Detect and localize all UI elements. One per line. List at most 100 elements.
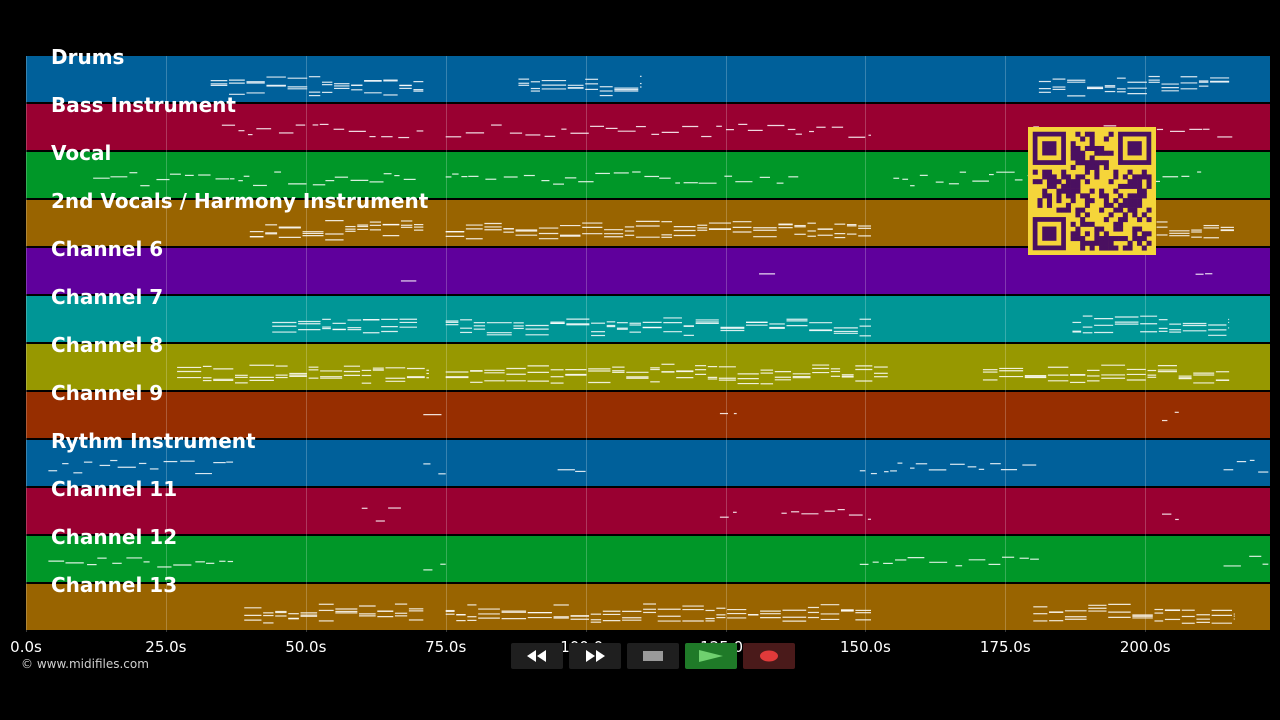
qr-module [1065,174,1071,180]
qr-module [1080,174,1086,180]
qr-module [1080,245,1086,251]
transport-controls [511,643,795,669]
qr-module [1065,188,1071,194]
qr-module [1099,160,1105,166]
qr-module [1122,236,1128,242]
fast-forward-button[interactable] [569,643,621,669]
grid-line [445,56,447,632]
qr-module [1080,155,1086,161]
qr-module [1099,245,1105,251]
qr-module [1089,145,1095,152]
qr-module [1099,226,1105,232]
qr-module [1146,174,1152,180]
qr-module [1061,188,1067,194]
qr-module [1122,198,1128,204]
time-tick-label: 50.0s [285,638,327,656]
track-label: Drums [51,45,125,69]
qr-module [1070,183,1076,189]
grid-line [305,56,307,632]
qr-module [1051,179,1057,185]
qr-module [1141,245,1147,251]
qr-finder [1042,226,1057,241]
qr-module [1075,160,1081,166]
grid-line [165,56,167,632]
qr-module [1080,236,1086,242]
qr-module [1094,145,1100,152]
track-label: Channel 11 [51,477,178,501]
qr-module [1084,131,1090,137]
track-label: Rythm Instrument [51,429,256,453]
qr-module [1089,240,1095,246]
qr-module [1127,202,1133,208]
rewind-button[interactable] [511,643,563,669]
track-label: Channel 12 [51,525,178,549]
record-icon [760,650,778,662]
qr-module [1118,221,1124,227]
grid-line [725,56,727,632]
qr-module [1122,174,1128,180]
qr-module [1065,183,1071,189]
qr-module [1070,164,1076,170]
qr-module [1141,236,1147,242]
qr-module [1103,150,1109,156]
qr-module [1070,188,1076,194]
qr-module [1113,245,1119,251]
qr-module [1099,145,1105,152]
qr-module [1122,202,1128,208]
qr-module [1075,131,1081,137]
qr-module [1065,202,1071,208]
qr-module [1108,212,1114,218]
qr-module [1094,174,1100,180]
qr-module [1146,183,1152,189]
qr-module [1084,160,1090,166]
qr-module [1061,169,1067,175]
qr-module [1070,141,1076,147]
qr-module [1103,240,1109,246]
qr-module [1080,221,1086,227]
qr-module [1108,179,1114,185]
qr-module [1094,150,1100,156]
record-button[interactable] [743,643,795,669]
track-lane [26,536,1270,582]
time-tick-label: 75.0s [425,638,467,656]
qr-module [1118,236,1124,242]
qr-code [1028,127,1156,255]
stop-button[interactable] [627,643,679,669]
qr-module [1099,207,1105,213]
qr-code-pattern [1032,131,1152,251]
qr-module [1070,236,1076,242]
qr-module [1056,188,1062,194]
qr-module [1084,179,1090,185]
copyright-text: © www.midifiles.com [21,657,149,671]
qr-module [1103,236,1109,242]
play-icon [699,650,723,662]
qr-finder [1127,141,1142,156]
qr-module [1137,183,1143,189]
qr-module [1122,217,1128,223]
qr-module [1070,179,1076,185]
qr-module [1141,193,1147,199]
qr-module [1037,198,1043,204]
qr-module [1108,236,1114,242]
qr-module [1127,240,1133,246]
qr-module [1113,188,1119,194]
qr-module [1103,160,1109,166]
qr-module [1094,226,1100,232]
qr-module [1075,236,1081,242]
qr-module [1089,245,1095,251]
qr-module [1146,217,1152,223]
qr-module [1065,179,1071,185]
qr-module [1132,226,1138,232]
qr-module [1137,226,1143,232]
qr-module [1046,169,1053,175]
qr-module [1141,169,1147,175]
qr-module [1046,183,1053,189]
track-label: Vocal [51,141,112,165]
qr-module [1084,145,1090,152]
qr-module [1108,150,1114,156]
qr-module [1080,150,1086,156]
play-button[interactable] [685,643,737,669]
fast-forward-icon [586,650,605,662]
qr-module [1118,226,1124,232]
qr-module [1042,188,1048,194]
